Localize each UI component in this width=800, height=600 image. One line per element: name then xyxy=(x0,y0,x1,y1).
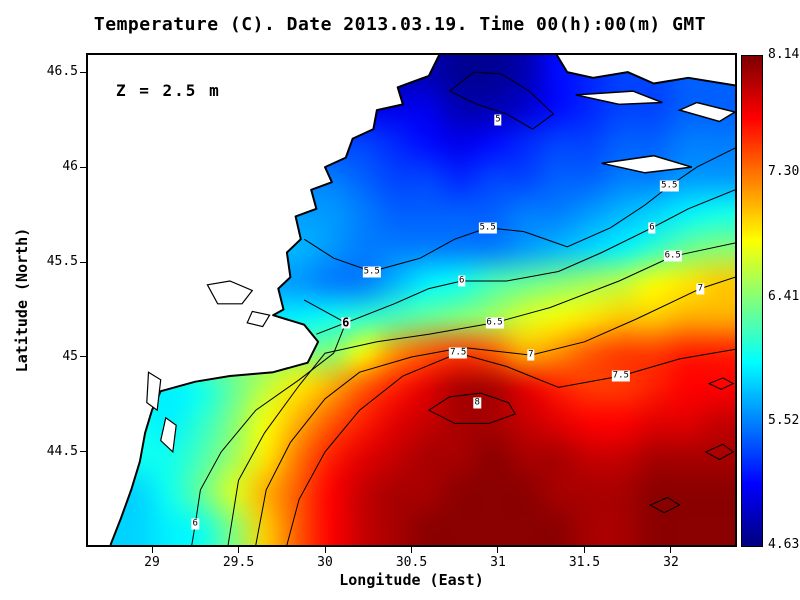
x-tick xyxy=(583,547,585,553)
contour-line-6 xyxy=(191,321,347,545)
y-axis-label: Latitude (North) xyxy=(13,227,31,373)
contour-line-8 xyxy=(427,392,517,424)
x-tick-label: 32 xyxy=(663,555,679,570)
x-tick-label: 31 xyxy=(490,555,506,570)
y-tick-label: 45 xyxy=(62,348,78,364)
colorbar-tick-label: 7.30 xyxy=(768,164,800,180)
coastline-northeast xyxy=(555,55,735,87)
lake-0 xyxy=(206,280,254,305)
contour-line-5 xyxy=(448,71,555,130)
contour-label-6.5: 6.5 xyxy=(663,250,682,262)
lake-1 xyxy=(246,310,271,328)
contour-label-8: 8 xyxy=(473,397,481,409)
contour-label-6: 6 xyxy=(457,275,466,287)
contour-line-6 xyxy=(303,189,735,324)
map-plot-area: Z = 2.5 m 5 5.5 5.5 5.5 6 6 6 6 6.5 6.5 7 7 7.5 7.5 8 xyxy=(86,53,737,547)
y-tick xyxy=(80,356,86,358)
y-tick xyxy=(80,71,86,73)
contour-label-6: 6 xyxy=(341,315,351,330)
y-tick xyxy=(80,451,86,453)
contour-label-7: 7 xyxy=(696,283,705,295)
x-tick xyxy=(670,547,672,553)
y-tick xyxy=(80,166,86,168)
island-0 xyxy=(575,90,663,106)
x-tick-label: 29 xyxy=(144,555,160,570)
contour-line-8 xyxy=(649,496,681,514)
x-tick xyxy=(238,547,239,553)
contour-line-7.5 xyxy=(286,348,735,545)
island-2 xyxy=(601,154,693,174)
x-tick xyxy=(151,547,153,553)
colorbar-tick-label: 8.14 xyxy=(768,47,800,62)
contour-line-7.5 xyxy=(707,377,735,390)
colorbar-tick-label: 6.41 xyxy=(768,288,800,304)
x-tick xyxy=(411,547,412,553)
contour-line-8 xyxy=(704,443,735,461)
contour-label-6.5: 6.5 xyxy=(485,317,504,329)
x-tick-label: 29.5 xyxy=(222,555,255,570)
contour-line-6.5 xyxy=(227,242,735,545)
y-tick-label: 46.5 xyxy=(46,64,78,80)
colorbar-tick-label: 4.63 xyxy=(768,537,800,552)
y-tick-label: 44.5 xyxy=(46,443,78,459)
depth-annotation: Z = 2.5 m xyxy=(116,81,221,100)
colorbar xyxy=(741,55,763,547)
lake-3 xyxy=(160,416,177,454)
y-tick-label: 45.5 xyxy=(46,254,78,269)
x-axis-label: Longitude (East) xyxy=(339,571,484,589)
contour-label-7.5: 7.5 xyxy=(449,347,468,359)
x-tick xyxy=(497,547,499,553)
coastline-contour-overlay xyxy=(88,55,735,545)
contour-label-5.5: 5.5 xyxy=(660,180,679,192)
contour-label-7: 7 xyxy=(527,349,535,361)
contour-label-6: 6 xyxy=(648,222,656,234)
plot-title: Temperature (C). Date 2013.03.19. Time 0… xyxy=(93,14,707,35)
contour-label-5.5: 5.5 xyxy=(478,222,497,234)
contour-label-6: 6 xyxy=(191,518,199,530)
x-tick-label: 31.5 xyxy=(568,555,601,570)
contour-label-7.5: 7.5 xyxy=(611,370,630,382)
colorbar-tick-label: 5.52 xyxy=(768,412,800,428)
island-1 xyxy=(677,101,735,123)
x-tick-label: 30 xyxy=(317,555,333,570)
y-tick-label: 46 xyxy=(62,159,78,175)
land-west-fill xyxy=(88,55,440,545)
x-tick xyxy=(324,547,326,553)
contour-line-7 xyxy=(255,276,735,545)
lake-2 xyxy=(146,371,162,412)
x-tick-label: 30.5 xyxy=(395,555,428,570)
contour-label-5.5: 5.5 xyxy=(362,266,381,277)
contour-label-5: 5 xyxy=(494,114,502,126)
y-tick xyxy=(80,261,86,263)
